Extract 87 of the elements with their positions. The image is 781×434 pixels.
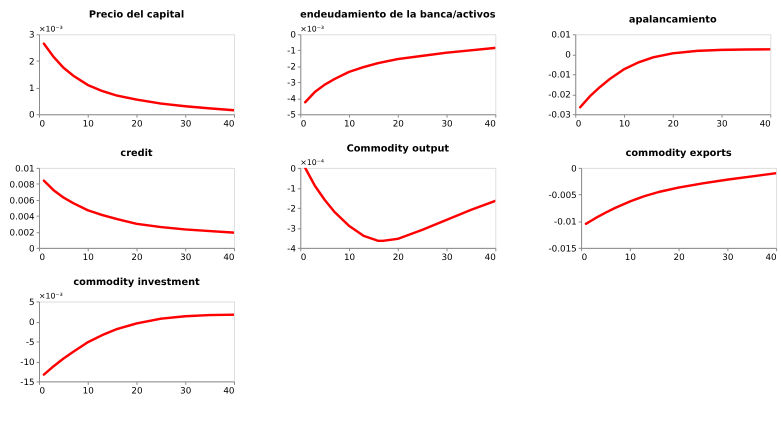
y-tick-label: -1	[287, 184, 296, 194]
chart-title: Precio del capital	[88, 10, 184, 21]
y-tick-label: 2	[29, 57, 35, 68]
chart-title: commodity exports	[626, 148, 732, 160]
line-series	[42, 42, 234, 112]
line-series	[304, 168, 496, 242]
x-tick-label: 0	[39, 386, 46, 397]
x-tick-label: 40	[223, 119, 234, 130]
x-tick-label: 30	[441, 119, 453, 130]
y-tick-label: -0.015	[548, 244, 577, 254]
x-tick-label: 20	[392, 253, 404, 264]
y-tick-label: -1	[287, 46, 296, 57]
chart-title: Commodity output	[346, 143, 450, 154]
y-tick-label: 0	[571, 164, 577, 174]
x-tick-label: 20	[131, 386, 143, 397]
x-tick-label: 20	[392, 119, 404, 130]
y-tick-label: 0.004	[10, 212, 36, 222]
y-tick-label: -5	[287, 110, 296, 121]
x-tick-label: 10	[82, 386, 94, 397]
y-tick-label: -2	[287, 204, 296, 214]
line-series	[304, 46, 496, 104]
chart-title: commodity investment	[73, 276, 200, 288]
line-series	[584, 172, 776, 226]
y-tick-label: 0	[29, 110, 35, 121]
line-series	[42, 313, 234, 376]
y-tick-label: 0.006	[10, 196, 36, 206]
x-tick-label: 10	[344, 119, 356, 130]
y-tick-label: 1	[29, 84, 35, 94]
x-tick-label: 0	[39, 253, 46, 264]
x-tick-label: 10	[344, 253, 356, 264]
chart-title: credit	[120, 148, 153, 160]
x-tick-label: 40	[484, 253, 496, 264]
x-tick-label: 40	[223, 386, 234, 397]
x-tick-label: 30	[722, 253, 734, 264]
x-tick-label: 30	[180, 386, 192, 397]
x-tick-label: 30	[180, 253, 192, 264]
line-series	[578, 48, 770, 108]
x-tick-label: 20	[674, 253, 685, 264]
x-tick-label: 10	[82, 119, 94, 130]
y-tick-label: -0.02	[548, 90, 571, 101]
x-tick-label: 10	[624, 253, 636, 264]
y-tick-label: -10	[20, 358, 35, 368]
text: ×10⁻³	[39, 24, 63, 34]
y-tick-label: 0.008	[10, 180, 35, 190]
x-tick-label: 20	[668, 119, 679, 130]
x-tick-label: 30	[180, 119, 192, 130]
y-tick-label: -2	[287, 62, 296, 73]
line-series	[42, 179, 234, 234]
y-tick-label: 0.002	[10, 228, 35, 238]
x-tick-label: 10	[82, 253, 94, 264]
x-tick-label: 30	[716, 119, 728, 130]
x-tick-label: 20	[131, 119, 143, 130]
y-tick-label: -0.005	[548, 190, 577, 201]
y-tick-label: 0	[29, 318, 35, 328]
x-tick-label: 40	[760, 119, 771, 130]
x-tick-label: 30	[441, 253, 453, 264]
y-tick-label: -4	[287, 244, 296, 254]
y-tick-label: -3	[287, 224, 296, 234]
y-tick-label: 0	[290, 30, 296, 41]
y-tick-label: -0.01	[554, 218, 577, 228]
x-tick-label: 40	[765, 253, 777, 264]
y-tick-label: 0	[29, 244, 35, 254]
x-tick-label: 20	[131, 253, 143, 264]
y-tick-label: -0.01	[548, 70, 571, 81]
x-tick-label: 0	[300, 119, 306, 130]
x-tick-label: 0	[39, 119, 46, 130]
y-tick-label: 0.01	[15, 164, 35, 174]
chart-title: endeudamiento de la banca/activos	[300, 10, 496, 21]
x-tick-label: 0	[582, 253, 588, 264]
y-tick-label: -15	[20, 378, 35, 388]
chart-title: apalancamiento	[628, 14, 717, 26]
x-tick-label: 40	[484, 119, 496, 130]
y-tick-label: -5	[26, 338, 35, 348]
y-tick-label: 5	[29, 298, 35, 308]
y-tick-label: 0	[290, 164, 296, 174]
y-tick-label: -4	[287, 94, 296, 105]
text: ×10⁻³	[300, 24, 324, 34]
y-tick-label: -3	[287, 78, 296, 89]
y-tick-label: -0.03	[548, 110, 571, 121]
text: ×10⁻⁴	[300, 158, 324, 167]
y-tick-label: 0	[565, 50, 571, 61]
text: ×10⁻³	[39, 292, 63, 301]
x-tick-label: 0	[300, 253, 306, 264]
y-tick-label: 3	[29, 30, 35, 41]
x-tick-label: 40	[223, 253, 234, 264]
y-tick-label: 0.01	[551, 30, 571, 41]
x-tick-label: 10	[618, 119, 630, 130]
